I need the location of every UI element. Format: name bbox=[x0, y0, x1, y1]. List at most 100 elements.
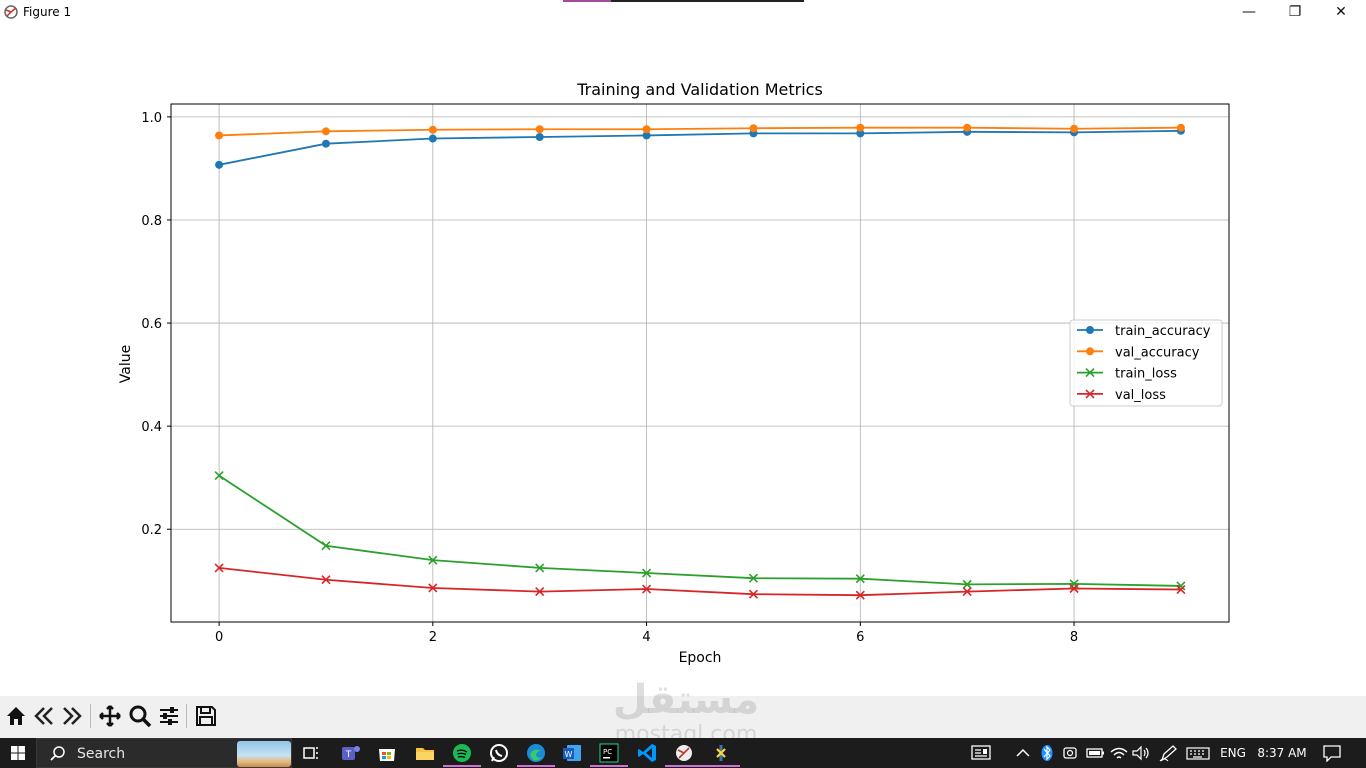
search-placeholder: Search bbox=[77, 746, 126, 762]
window-titlebar: Figure 1 — ❐ ✕ bbox=[0, 0, 1366, 24]
watermark-arabic: مستقل bbox=[612, 677, 760, 723]
val_accuracy-line bbox=[219, 126, 1181, 137]
clock[interactable]: 8:37 AM bbox=[1257, 746, 1307, 760]
x-axis-label: Epoch bbox=[679, 650, 722, 666]
legend-label: train_loss bbox=[1115, 367, 1177, 382]
y-tick-label: 0.8 bbox=[141, 214, 162, 229]
svg-text:W: W bbox=[565, 750, 573, 759]
series-layer bbox=[214, 123, 1186, 600]
val_loss-point bbox=[214, 563, 224, 573]
train_loss-line bbox=[218, 474, 1181, 587]
legend-entry: val_loss bbox=[1077, 388, 1166, 403]
keyboard-icon[interactable] bbox=[1186, 743, 1210, 763]
top-strip bbox=[563, 0, 804, 2]
forward-icon[interactable] bbox=[60, 704, 84, 728]
val_accuracy-point bbox=[1086, 347, 1094, 356]
wifi-icon[interactable] bbox=[1108, 743, 1132, 763]
val_accuracy-point bbox=[1176, 123, 1185, 132]
file-explorer-icon[interactable] bbox=[414, 742, 436, 764]
val_accuracy-point bbox=[963, 123, 972, 132]
edge-icon[interactable] bbox=[525, 742, 547, 764]
word-icon[interactable]: W bbox=[561, 742, 583, 764]
teams-icon[interactable]: T bbox=[339, 742, 361, 764]
train_loss-point bbox=[642, 568, 652, 578]
val_accuracy-point bbox=[856, 123, 865, 132]
legend-box bbox=[1069, 319, 1223, 407]
pen-icon[interactable] bbox=[1158, 743, 1182, 763]
chevron-up-icon[interactable] bbox=[1012, 743, 1036, 763]
close-button[interactable]: ✕ bbox=[1335, 4, 1347, 20]
legend-label: val_accuracy bbox=[1115, 345, 1200, 360]
train_accuracy-point bbox=[215, 160, 224, 169]
save-icon[interactable] bbox=[194, 704, 218, 728]
chart: 0 2 4 6 8 0.2 0.4 0.6 0.8 1.0 Training and Valida… bbox=[118, 80, 1230, 666]
home-icon[interactable] bbox=[4, 704, 28, 728]
bluetooth-icon[interactable] bbox=[1036, 743, 1060, 763]
train_loss-point bbox=[321, 541, 331, 551]
val_loss-point bbox=[1176, 584, 1186, 595]
maximize-button[interactable]: ❐ bbox=[1288, 4, 1302, 20]
val_loss-point bbox=[321, 575, 331, 585]
val_accuracy-point bbox=[749, 124, 758, 133]
train_accuracy-line bbox=[218, 129, 1181, 166]
pycharm-icon[interactable]: PC bbox=[598, 742, 620, 764]
figure-canvas: 0 2 4 6 8 0.2 0.4 0.6 0.8 1.0 Training and Valida… bbox=[0, 24, 1366, 696]
x-tick-label: 0 bbox=[215, 630, 223, 645]
val_accuracy-point bbox=[1070, 124, 1079, 133]
battery-icon[interactable] bbox=[1084, 743, 1108, 763]
val_loss-point bbox=[535, 587, 545, 597]
camera-icon[interactable] bbox=[1060, 743, 1084, 763]
running-indicator bbox=[590, 765, 628, 767]
svg-text:PC: PC bbox=[603, 748, 612, 756]
search-icon bbox=[50, 746, 65, 761]
train_accuracy-point bbox=[642, 131, 651, 140]
plot-frame bbox=[170, 103, 1230, 623]
spotify-icon[interactable] bbox=[451, 742, 473, 764]
python-icon[interactable] bbox=[710, 742, 732, 764]
configure-subplots-icon[interactable] bbox=[157, 704, 181, 728]
val_loss-point bbox=[428, 583, 438, 593]
taskbar-search-box[interactable]: Search bbox=[36, 738, 292, 768]
x-tick-label: 2 bbox=[429, 630, 437, 645]
train_loss-point bbox=[214, 471, 224, 481]
news-icon[interactable] bbox=[970, 743, 994, 763]
val_loss-line bbox=[218, 566, 1181, 597]
train_loss-point bbox=[1085, 368, 1095, 378]
back-icon[interactable] bbox=[32, 704, 56, 728]
notification-icon[interactable] bbox=[1322, 744, 1342, 762]
x-tick-label: 6 bbox=[856, 630, 864, 645]
val_accuracy-series bbox=[215, 123, 1185, 140]
legend-label: train_accuracy bbox=[1115, 324, 1211, 339]
val_loss-point bbox=[1085, 389, 1095, 399]
val_loss-point bbox=[748, 589, 758, 599]
python-figure-icon[interactable] bbox=[673, 742, 695, 764]
val_loss-point bbox=[855, 590, 865, 600]
val_accuracy-point bbox=[535, 125, 544, 134]
running-indicator bbox=[517, 765, 555, 767]
legend: train_accuracy val_accuracy train_loss val_… bbox=[1069, 319, 1223, 407]
whatsapp-icon[interactable] bbox=[488, 742, 510, 764]
val_accuracy-point bbox=[642, 125, 651, 134]
minimize-button[interactable]: — bbox=[1242, 4, 1256, 20]
y-axis-label: Value bbox=[118, 345, 134, 383]
train_accuracy-point bbox=[428, 134, 437, 143]
x-tick-label: 8 bbox=[1070, 630, 1078, 645]
legend-label: val_loss bbox=[1115, 388, 1166, 403]
language-indicator[interactable]: ENG bbox=[1220, 746, 1246, 760]
train_accuracy-point bbox=[535, 132, 544, 141]
task-view-icon[interactable] bbox=[300, 742, 322, 764]
top-strip-accent bbox=[563, 0, 611, 2]
toolbar-separator bbox=[90, 704, 91, 728]
store-icon[interactable] bbox=[376, 742, 398, 764]
zoom-icon[interactable] bbox=[128, 704, 152, 728]
legend-entry: val_accuracy bbox=[1077, 345, 1200, 360]
pan-icon[interactable] bbox=[98, 704, 122, 728]
windows-start-icon[interactable] bbox=[0, 738, 36, 768]
legend-entry: train_loss bbox=[1077, 367, 1177, 382]
vscode-icon[interactable] bbox=[636, 742, 658, 764]
taskbar: Search T W PC ENG 8:37 AM bbox=[0, 738, 1366, 768]
volume-icon[interactable] bbox=[1130, 743, 1154, 763]
x-tick-label: 4 bbox=[642, 630, 650, 645]
train_loss-point bbox=[428, 555, 438, 565]
val_accuracy-point bbox=[428, 125, 437, 134]
